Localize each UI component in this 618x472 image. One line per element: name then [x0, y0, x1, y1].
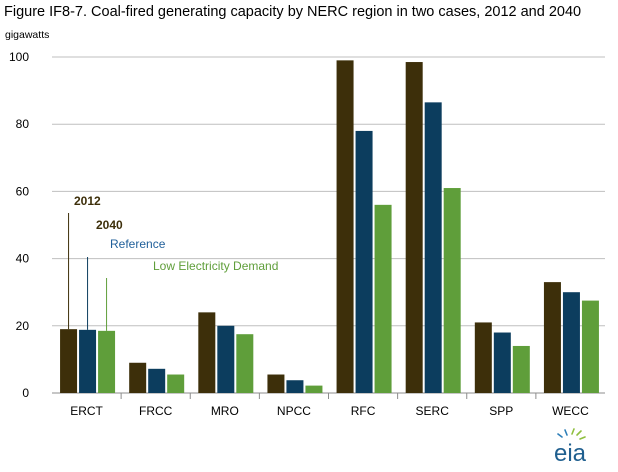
- x-tick-label: WECC: [552, 404, 589, 418]
- bar-2012: [129, 362, 147, 393]
- bar-2012: [474, 322, 492, 393]
- x-tick-label: NPCC: [277, 404, 311, 418]
- bar-reference: [217, 325, 235, 393]
- x-tick-label: SERC: [416, 404, 450, 418]
- x-tick-label: SPP: [489, 404, 513, 418]
- y-axis-unit-label: gigawatts: [5, 29, 50, 41]
- bar-low-demand: [581, 300, 599, 393]
- annotation-low-demand: Low Electricity Demand: [153, 259, 278, 273]
- bar-low-demand: [443, 188, 461, 393]
- bar-2012: [543, 282, 561, 393]
- bar-reference: [286, 380, 304, 393]
- bar-2012: [60, 329, 78, 393]
- bar-reference: [148, 368, 166, 393]
- bar-reference: [79, 329, 97, 393]
- bar-reference: [424, 102, 442, 394]
- x-tick-label: MRO: [211, 404, 239, 418]
- annotation-reference: Reference: [110, 237, 166, 251]
- bar-low-demand: [374, 204, 392, 393]
- bar-low-demand: [167, 374, 185, 393]
- y-tick-label: 60: [16, 184, 30, 198]
- bar-2012: [405, 62, 423, 393]
- bar-reference: [493, 332, 511, 393]
- annotation-2040: 2040: [96, 218, 123, 232]
- bar-low-demand: [98, 330, 116, 393]
- eia-logo-text: eia: [554, 440, 587, 467]
- annotation-2012: 2012: [74, 194, 101, 208]
- y-tick-label: 20: [16, 319, 30, 333]
- bar-low-demand: [305, 385, 323, 393]
- bar-low-demand: [512, 345, 530, 393]
- bar-2012: [336, 60, 354, 394]
- bar-2012: [267, 374, 285, 393]
- eia-logo: eia: [554, 428, 587, 467]
- chart-title: Figure IF8-7. Coal-fired generating capa…: [4, 4, 582, 20]
- bar-low-demand: [236, 334, 254, 393]
- bar-2012: [198, 312, 216, 393]
- y-tick-label: 0: [22, 386, 29, 400]
- x-tick-label: FRCC: [139, 404, 173, 418]
- y-tick-label: 80: [16, 117, 30, 131]
- bar-reference: [562, 292, 580, 393]
- y-tick-label: 100: [9, 50, 29, 64]
- y-tick-label: 40: [16, 252, 30, 266]
- x-tick-label: RFC: [351, 404, 376, 418]
- x-tick-label: ERCT: [70, 404, 103, 418]
- bar-reference: [355, 130, 373, 394]
